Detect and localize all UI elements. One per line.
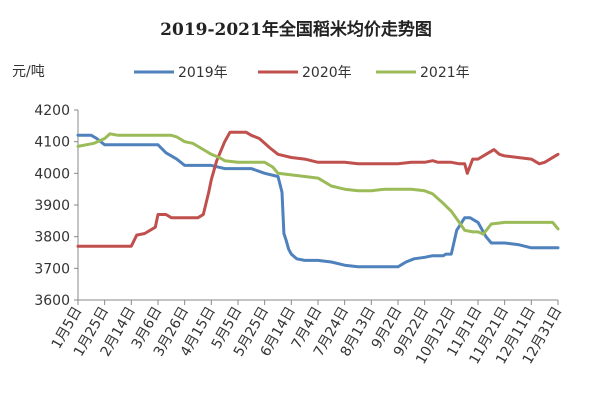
y-tick-label: 4100 [34,135,70,151]
series-line-2020年 [76,130,560,248]
series-line-2021年 [76,132,560,236]
x-axis: 1月5日1月25日2月14日3月6日3月26日4月15日5月5日5月25日6月1… [49,299,565,367]
legend: 2019年 2020年 2021年 [134,65,470,81]
legend-label-2021年: 2021年 [420,65,470,81]
y-tick-label: 3600 [34,293,70,309]
y-axis-label: 元/吨 [12,64,45,80]
chart-title: 2019-2021年全国稻米均价走势图 [160,19,432,40]
y-tick-label: 3700 [34,261,70,277]
y-tick-label: 4000 [34,166,70,182]
y-axis: 3600 3700 3800 3900 4000 4100 4200 [34,103,79,309]
legend-label-2019年: 2019年 [178,65,228,81]
series-line-2019年 [76,133,560,269]
series-group [76,130,560,269]
legend-label-2020年: 2020年 [302,65,352,81]
y-tick-label: 3800 [34,230,70,246]
y-tick-label: 3900 [34,198,70,214]
y-tick-label: 4200 [34,103,70,119]
